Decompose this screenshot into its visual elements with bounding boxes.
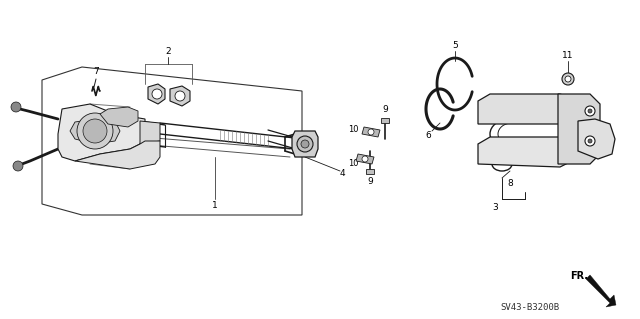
Circle shape — [175, 91, 185, 101]
Text: 4: 4 — [339, 169, 345, 179]
Polygon shape — [70, 119, 120, 144]
Circle shape — [13, 161, 23, 171]
Text: 9: 9 — [367, 176, 373, 186]
Circle shape — [301, 140, 309, 148]
Circle shape — [77, 113, 113, 149]
Circle shape — [152, 89, 162, 99]
Polygon shape — [148, 84, 165, 104]
Circle shape — [585, 106, 595, 116]
Text: 2: 2 — [165, 47, 171, 56]
Polygon shape — [366, 169, 374, 174]
Circle shape — [562, 73, 574, 85]
Text: 9: 9 — [382, 105, 388, 114]
Text: FR.: FR. — [570, 271, 588, 281]
Circle shape — [297, 136, 313, 152]
Polygon shape — [558, 94, 600, 164]
Text: 7: 7 — [93, 68, 99, 77]
Polygon shape — [58, 104, 145, 161]
Text: SV43-B3200B: SV43-B3200B — [500, 302, 559, 311]
Circle shape — [585, 136, 595, 146]
Circle shape — [588, 109, 592, 113]
Text: 6: 6 — [425, 131, 431, 140]
Text: 3: 3 — [492, 203, 498, 211]
Circle shape — [11, 102, 21, 112]
Polygon shape — [478, 94, 580, 124]
Circle shape — [565, 76, 571, 82]
Polygon shape — [140, 121, 160, 144]
Polygon shape — [356, 154, 374, 164]
Polygon shape — [75, 141, 160, 169]
Polygon shape — [362, 127, 380, 137]
Circle shape — [83, 119, 107, 143]
Text: 10: 10 — [348, 160, 358, 168]
Polygon shape — [100, 107, 138, 127]
Text: 10: 10 — [348, 124, 358, 133]
Text: 11: 11 — [563, 50, 573, 60]
Polygon shape — [292, 131, 318, 157]
Text: 5: 5 — [452, 41, 458, 49]
Polygon shape — [578, 119, 615, 159]
Circle shape — [362, 156, 368, 162]
Circle shape — [368, 129, 374, 135]
Circle shape — [588, 139, 592, 143]
Polygon shape — [381, 118, 389, 123]
Polygon shape — [170, 86, 190, 106]
Text: 1: 1 — [212, 202, 218, 211]
Polygon shape — [478, 137, 578, 167]
Text: 8: 8 — [507, 180, 513, 189]
Polygon shape — [586, 275, 616, 307]
